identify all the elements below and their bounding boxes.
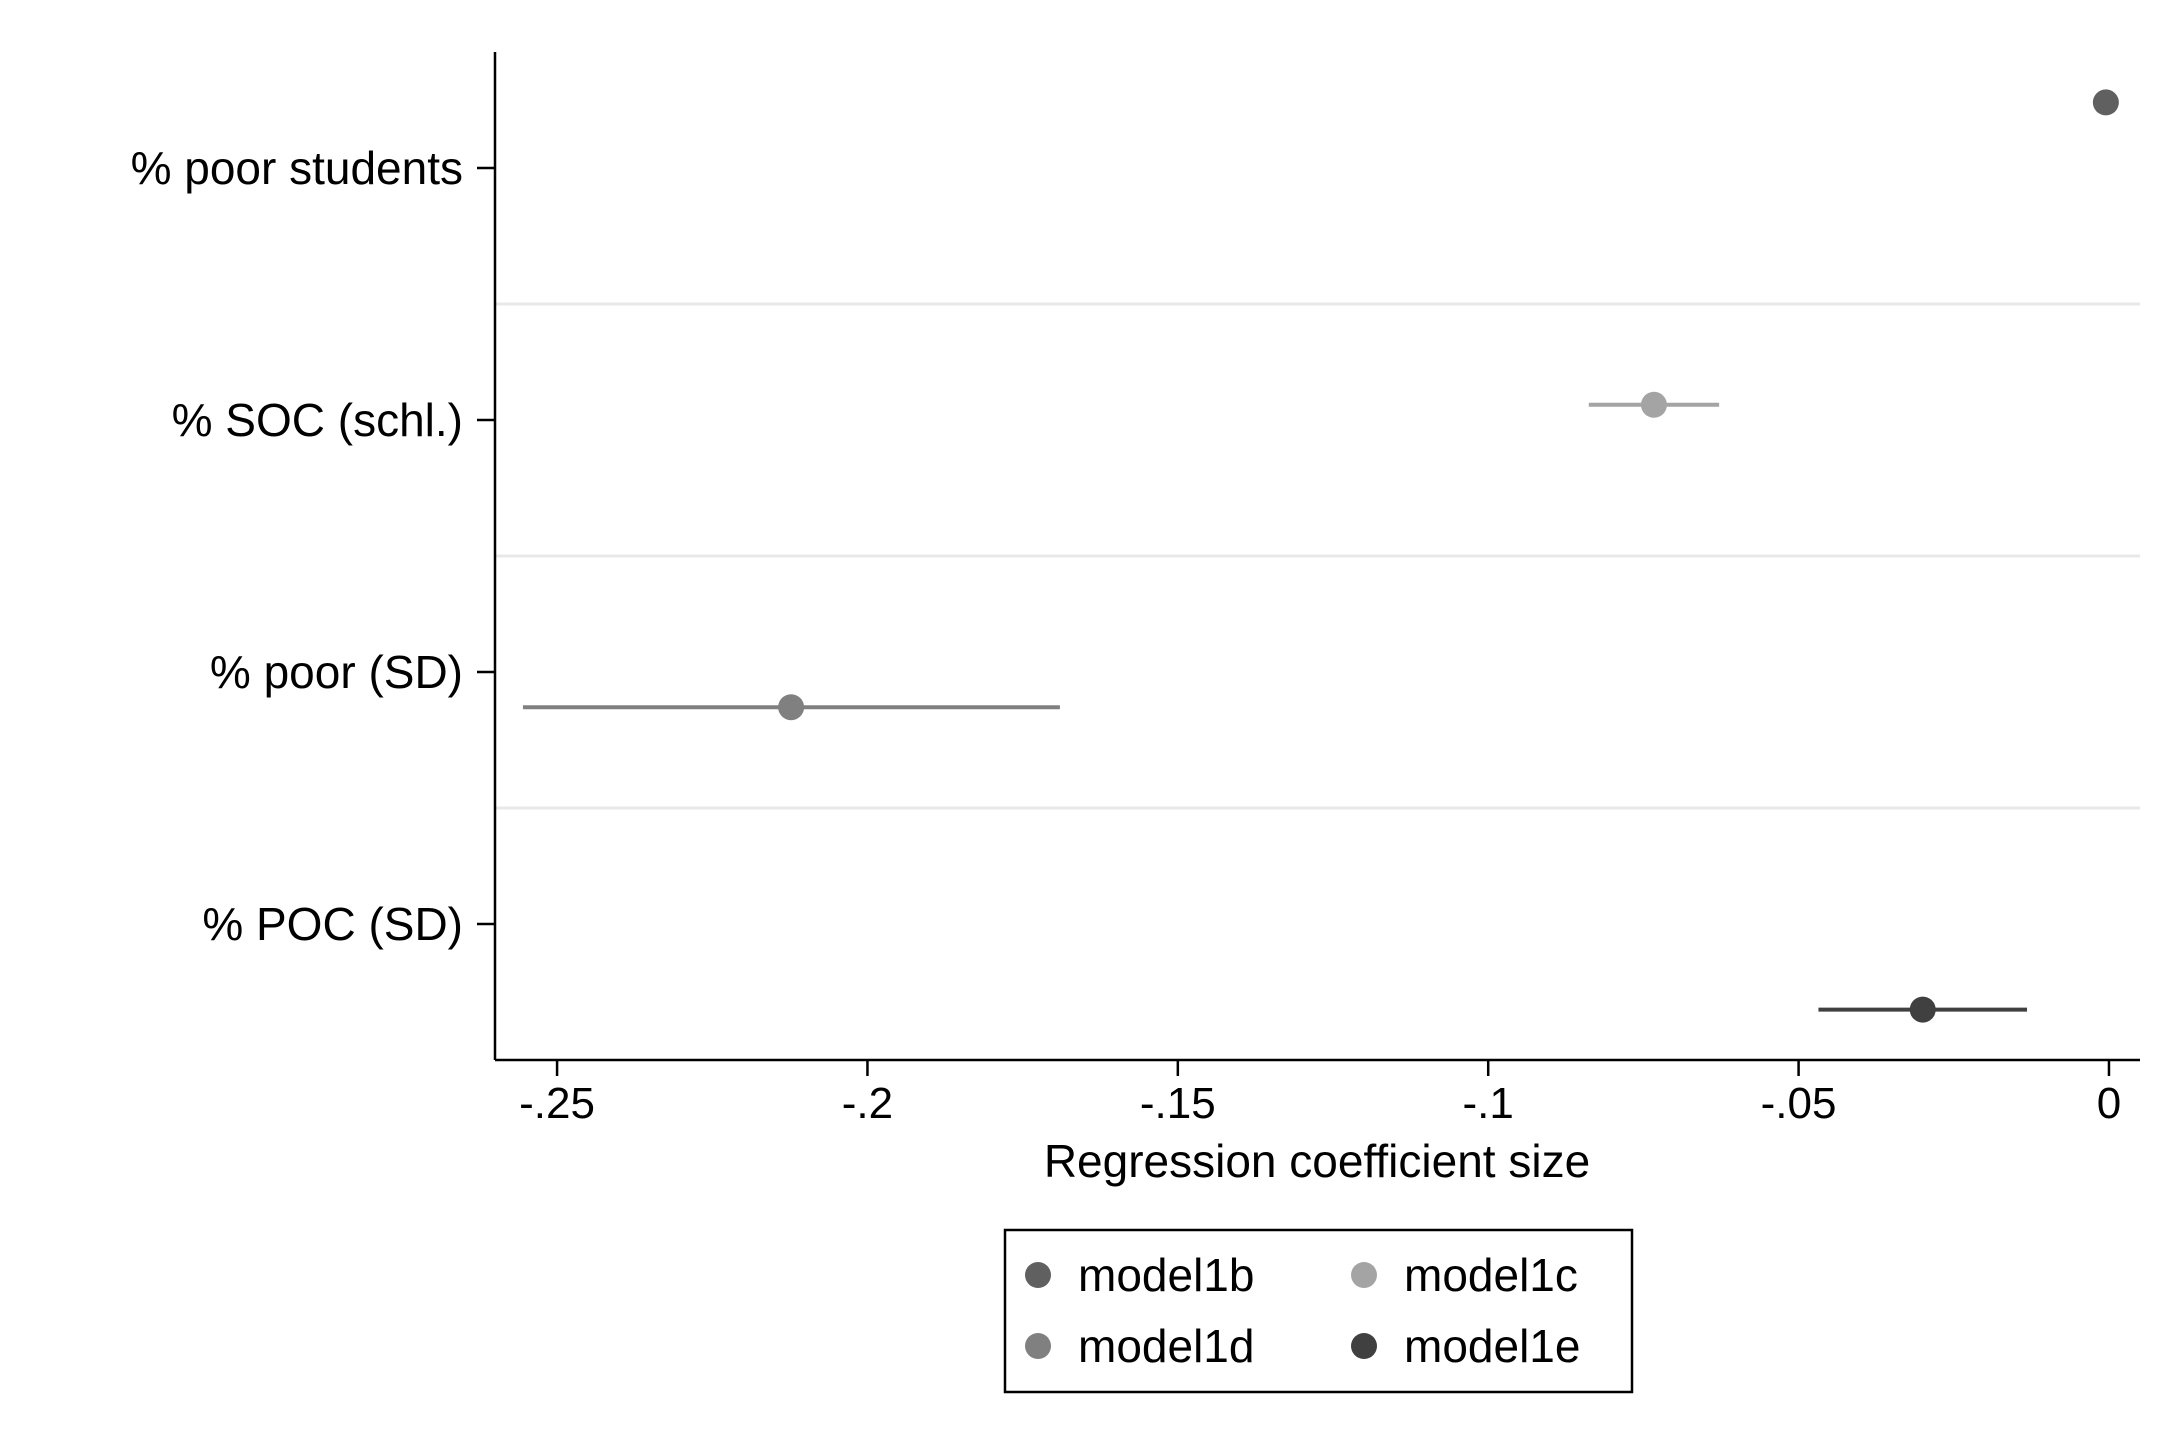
- x-tick-label: -.05: [1761, 1079, 1837, 1128]
- x-tick-label: -.15: [1140, 1079, 1216, 1128]
- point-model1d: [778, 694, 805, 721]
- y-category-label: % poor (SD): [210, 646, 463, 698]
- y-category-label: % SOC (schl.): [172, 394, 463, 446]
- x-tick-label: -.1: [1463, 1079, 1514, 1128]
- x-tick-label: 0: [2097, 1079, 2121, 1128]
- point-model1c: [1640, 391, 1667, 418]
- y-category-label: % POC (SD): [202, 898, 463, 950]
- legend-box: [1003, 1228, 1634, 1394]
- legend-label-model1d: model1d: [1078, 1320, 1254, 1372]
- x-tick-label: -.25: [519, 1079, 595, 1128]
- legend-label-model1b: model1b: [1078, 1249, 1254, 1301]
- x-axis-title: Regression coefficient size: [1044, 1135, 1590, 1187]
- axes: -.25 -.2 -.15 -.1 -.05 0 % poor students % SOC …: [131, 52, 2140, 1128]
- legend-marker-model1e: [1351, 1333, 1377, 1359]
- point-model1e: [1909, 996, 1936, 1023]
- legend-label-model1e: model1e: [1404, 1320, 1580, 1372]
- legend-label-model1c: model1c: [1404, 1249, 1578, 1301]
- legend-marker-model1c: [1351, 1262, 1377, 1288]
- grid-lines: [495, 302, 2140, 810]
- legend: model1b model1c model1d model1e: [1003, 1228, 1634, 1394]
- estimate-points: [778, 89, 2119, 1023]
- point-model1b: [2092, 89, 2119, 116]
- x-tick-label: -.2: [842, 1079, 893, 1128]
- y-category-label: % poor students: [131, 142, 463, 194]
- legend-marker-model1d: [1025, 1333, 1051, 1359]
- legend-marker-model1b: [1025, 1262, 1051, 1288]
